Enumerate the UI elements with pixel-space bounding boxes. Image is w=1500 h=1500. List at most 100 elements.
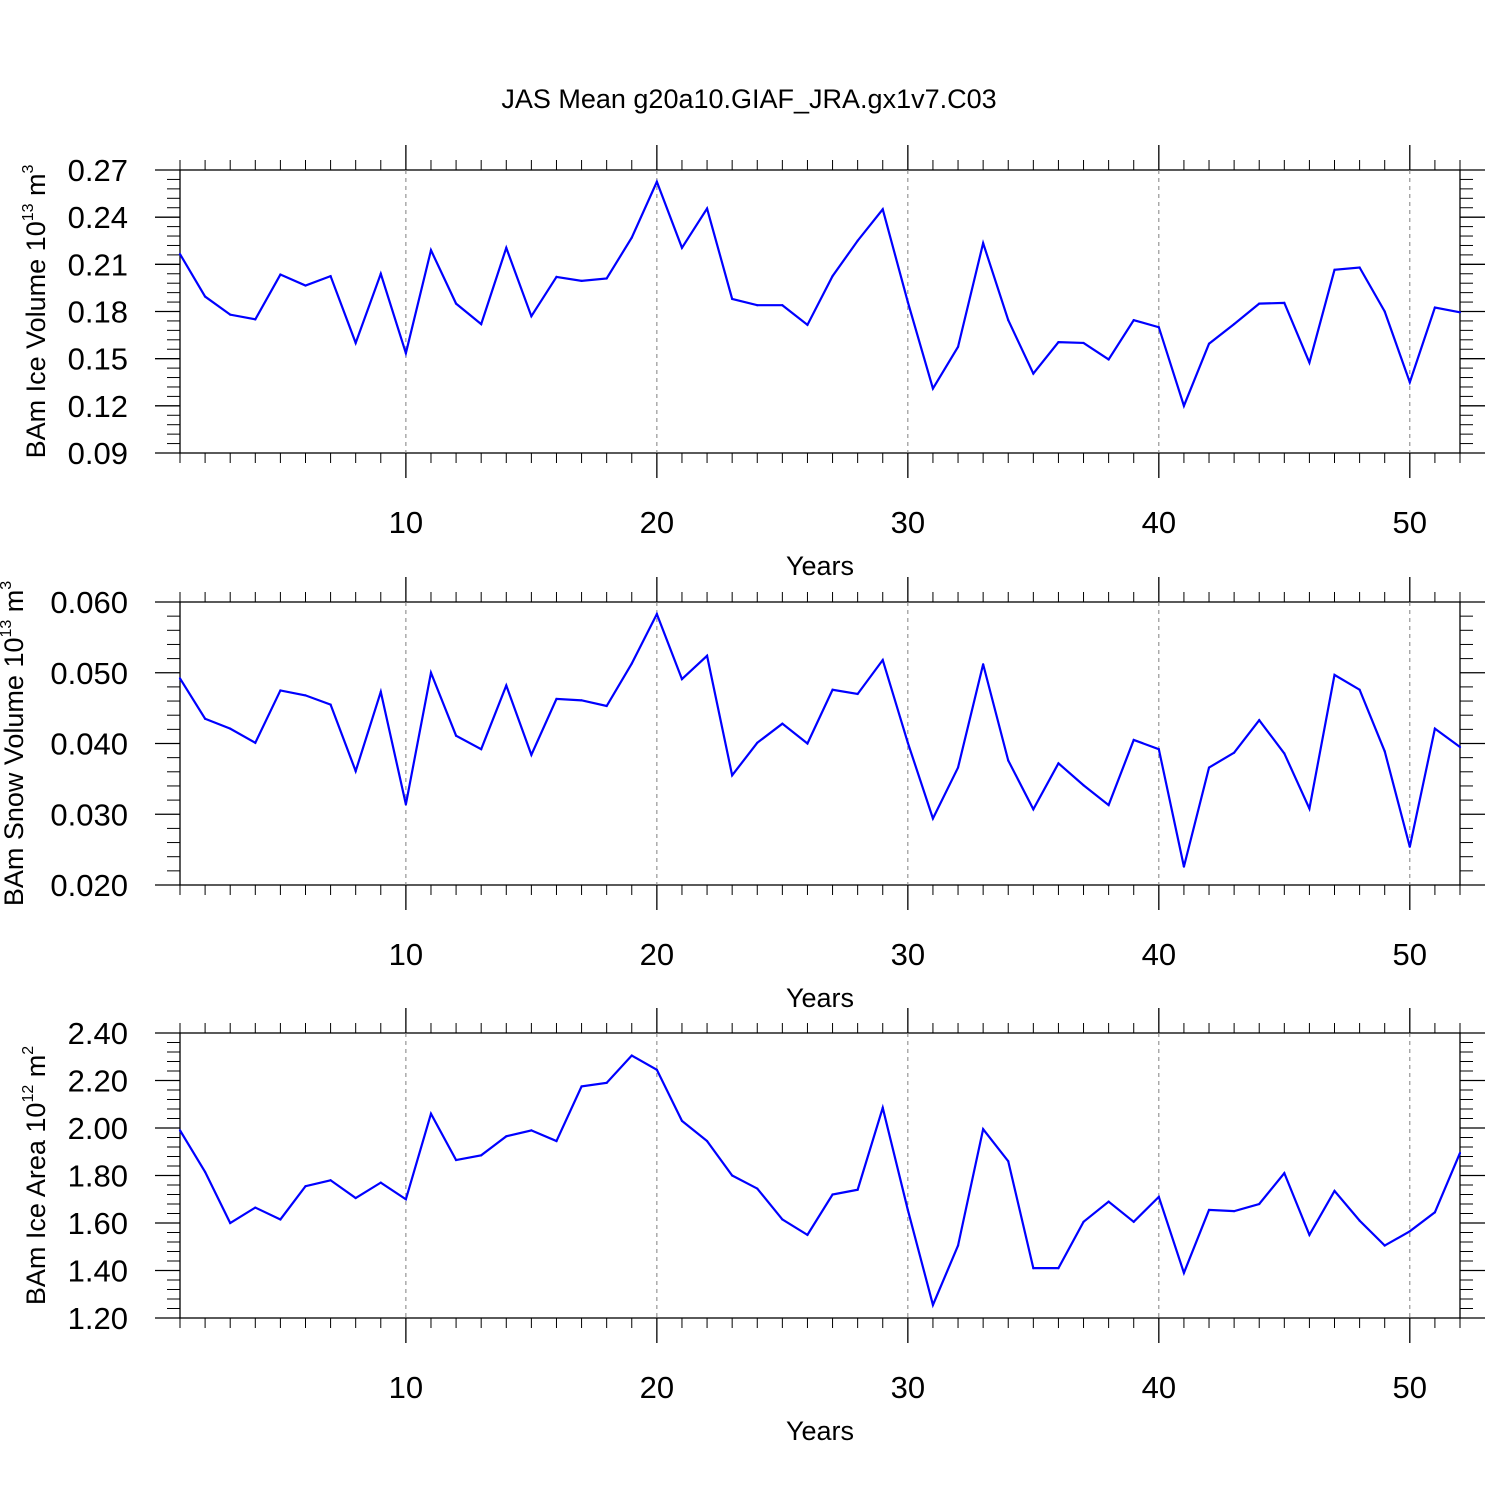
data-point bbox=[454, 734, 458, 737]
data-point bbox=[304, 284, 307, 287]
data-point bbox=[1433, 306, 1437, 309]
data-point bbox=[931, 817, 935, 820]
data-point bbox=[530, 315, 533, 318]
data-point bbox=[906, 741, 909, 744]
data-point bbox=[555, 1139, 558, 1143]
data-point bbox=[806, 1233, 809, 1236]
data-point bbox=[1107, 358, 1110, 361]
plot-frame-ice-area bbox=[179, 1032, 1461, 1319]
data-point bbox=[756, 1187, 759, 1190]
data-point bbox=[354, 341, 357, 345]
data-point bbox=[1458, 745, 1462, 749]
data-point bbox=[1207, 766, 1211, 769]
data-point bbox=[705, 207, 709, 210]
x-tick-label: 30 bbox=[891, 505, 925, 540]
data-point bbox=[178, 253, 182, 256]
data-point bbox=[630, 662, 633, 665]
data-point bbox=[1433, 727, 1437, 730]
data-point bbox=[404, 1198, 407, 1201]
data-point bbox=[279, 689, 282, 692]
data-point bbox=[1383, 1244, 1386, 1247]
data-point bbox=[379, 272, 382, 275]
data-point bbox=[1283, 1172, 1286, 1175]
data-point bbox=[1458, 1151, 1462, 1155]
data-point bbox=[1132, 319, 1135, 322]
y-tick-label: 0.030 bbox=[50, 797, 128, 832]
series-line-ice-volume bbox=[179, 178, 1461, 410]
y-tick-label: 2.40 bbox=[68, 1016, 128, 1051]
data-point bbox=[178, 677, 182, 680]
data-point bbox=[530, 1129, 533, 1132]
panel-ice-volume: 10 20 30 40 50 0.09 0.12 0.15 0.18 0.21 0.24 0.27 Ye… bbox=[20, 145, 1485, 581]
y-tick-label: 0.27 bbox=[68, 153, 128, 188]
data-point bbox=[1032, 372, 1035, 375]
x-tick-label: 10 bbox=[389, 937, 423, 972]
data-point bbox=[1207, 1208, 1211, 1212]
panel-ice-area: 10 20 30 40 50 1.20 1.40 1.60 1.80 2.00 2.20 2.40 Ye… bbox=[20, 1008, 1485, 1446]
data-point bbox=[1207, 342, 1211, 345]
data-point bbox=[1358, 266, 1361, 269]
data-point bbox=[1057, 1267, 1060, 1270]
data-point bbox=[630, 236, 633, 239]
data-point bbox=[1032, 1267, 1035, 1270]
data-point bbox=[1007, 1160, 1010, 1163]
x-axis-title: Years bbox=[786, 1416, 854, 1446]
y-tick-label: 0.050 bbox=[50, 656, 128, 691]
data-point bbox=[680, 246, 684, 249]
data-point bbox=[1283, 752, 1286, 755]
data-point bbox=[881, 1106, 884, 1109]
data-point bbox=[229, 727, 232, 730]
y-tick-label: 1.20 bbox=[68, 1301, 128, 1336]
data-point bbox=[454, 302, 458, 305]
data-point bbox=[1408, 845, 1411, 848]
data-point bbox=[1258, 302, 1261, 305]
data-point bbox=[906, 1208, 909, 1212]
data-point bbox=[1333, 673, 1336, 676]
data-point bbox=[906, 300, 909, 304]
data-point bbox=[856, 239, 859, 242]
data-point bbox=[781, 304, 784, 307]
y-axis-title: BAm Snow Volume 1013 m3 bbox=[0, 581, 29, 906]
x-tick-label: 40 bbox=[1142, 937, 1176, 972]
data-point bbox=[254, 318, 257, 321]
x-tick-label: 50 bbox=[1393, 1370, 1427, 1405]
y-tick-label: 0.09 bbox=[68, 436, 128, 471]
data-point bbox=[756, 304, 759, 307]
data-point bbox=[454, 1158, 458, 1162]
x-tick-label: 30 bbox=[891, 937, 925, 972]
x-tick-label: 40 bbox=[1142, 505, 1176, 540]
y-tick-label: 0.12 bbox=[68, 389, 128, 424]
data-point bbox=[555, 697, 558, 701]
x-tick-label: 50 bbox=[1393, 937, 1427, 972]
y-tick-label: 1.40 bbox=[68, 1254, 128, 1289]
data-point bbox=[1132, 738, 1135, 742]
data-point bbox=[731, 1174, 734, 1177]
data-point bbox=[956, 766, 960, 769]
data-point bbox=[956, 345, 960, 348]
series-line-ice-area bbox=[179, 1054, 1462, 1309]
data-point bbox=[1408, 381, 1411, 384]
data-point bbox=[505, 246, 508, 249]
data-point bbox=[480, 1154, 483, 1157]
data-point bbox=[1182, 865, 1186, 868]
data-point bbox=[1007, 759, 1010, 762]
series-line-snow-volume bbox=[179, 611, 1461, 867]
data-point bbox=[881, 658, 884, 662]
x-tick-label: 20 bbox=[640, 937, 674, 972]
data-point bbox=[1308, 1233, 1311, 1236]
data-point bbox=[655, 1068, 658, 1071]
data-point bbox=[655, 180, 658, 183]
data-point bbox=[1057, 762, 1060, 765]
data-point bbox=[1433, 1211, 1437, 1214]
y-tick-label: 1.60 bbox=[68, 1206, 128, 1241]
data-point bbox=[254, 741, 257, 744]
data-point bbox=[555, 275, 558, 279]
data-point bbox=[1383, 750, 1386, 753]
x-tick-label: 10 bbox=[389, 1370, 423, 1405]
y-tick-label: 0.21 bbox=[68, 247, 128, 282]
data-point bbox=[931, 387, 935, 390]
y-tick-label: 0.040 bbox=[50, 727, 128, 762]
data-point bbox=[279, 1218, 282, 1221]
data-point bbox=[404, 803, 407, 806]
